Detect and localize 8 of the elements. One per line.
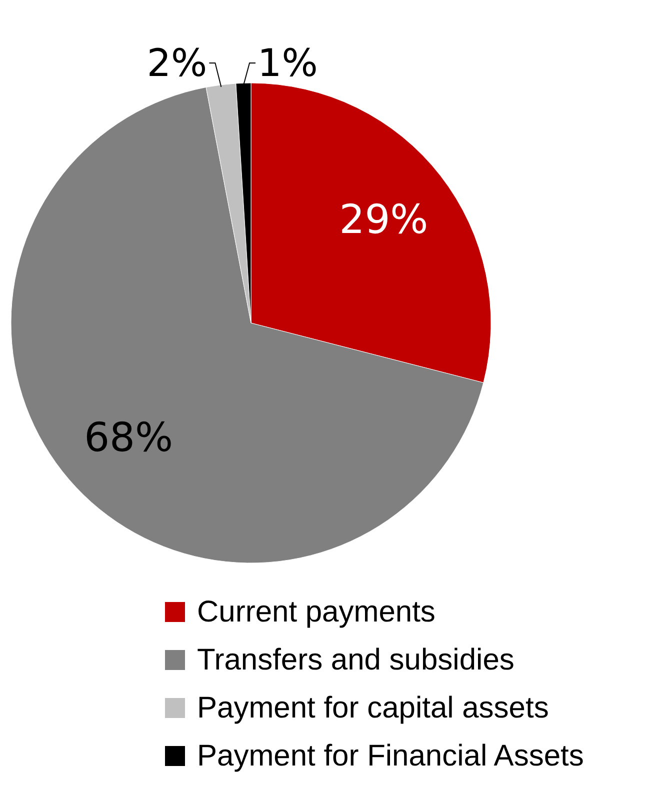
legend-label: Payment for Financial Assets [197, 740, 584, 772]
data-label: 2% [146, 41, 208, 85]
data-label: 68% [84, 415, 173, 462]
legend-label: Payment for capital assets [197, 692, 549, 724]
data-label: 29% [339, 197, 428, 244]
data-label: 1% [258, 41, 318, 85]
legend-label: Transfers and subsidies [197, 644, 514, 676]
legend-label: Current payments [197, 596, 436, 628]
